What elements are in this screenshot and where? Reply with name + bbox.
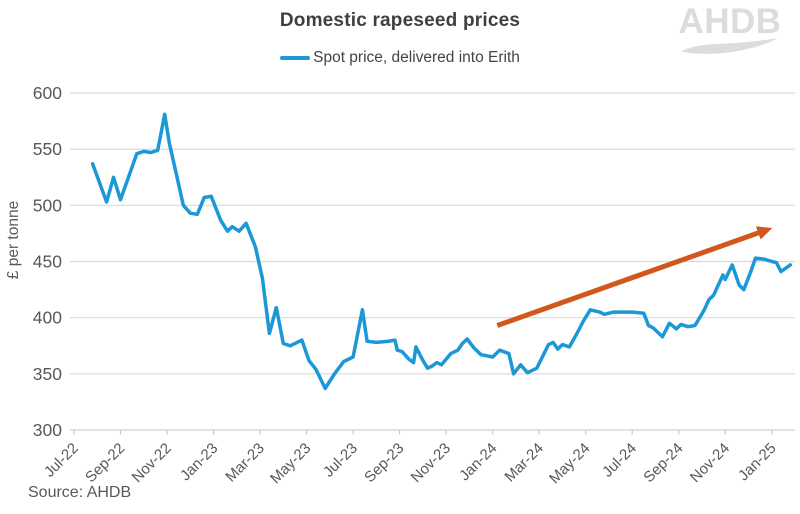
legend-label: Spot price, delivered into Erith (313, 49, 520, 66)
ahdb-logo-text: AHDB (678, 2, 782, 41)
y-tick-label: 300 (33, 420, 62, 440)
y-tick-label: 400 (33, 308, 62, 328)
y-tick-label: 600 (33, 83, 62, 103)
x-tick-label: Nov-23 (408, 440, 454, 486)
x-tick-label: Sep-22 (82, 440, 128, 486)
x-tick-label: Mar-23 (222, 440, 268, 486)
x-tick-label: Jul-22 (41, 440, 82, 481)
x-tick-label: May-23 (267, 440, 314, 487)
legend: Spot price, delivered into Erith (0, 49, 800, 67)
x-tick-label: Nov-22 (129, 440, 175, 486)
x-tick-label: Mar-24 (501, 440, 547, 486)
x-tick-label: Jan-24 (456, 440, 500, 484)
y-tick-label: 350 (33, 364, 62, 384)
y-tick-label: 450 (33, 252, 62, 272)
x-tick-label: Sep-23 (361, 440, 407, 486)
y-axis-title: £ per tonne (5, 201, 22, 279)
source-note: Source: AHDB (28, 484, 132, 501)
x-tick-label: May-24 (546, 440, 593, 487)
x-tick-label: Sep-24 (640, 440, 686, 486)
x-tick-label: Jan-25 (735, 440, 779, 484)
x-tick-label: Nov-24 (687, 440, 733, 486)
y-tick-label: 500 (33, 195, 62, 215)
legend-line-swatch (280, 55, 311, 61)
trend-arrow (496, 226, 773, 328)
x-tick-label: Jul-24 (599, 440, 640, 481)
x-tick-label: Jul-23 (320, 440, 361, 481)
y-tick-label: 550 (33, 139, 62, 159)
x-tick-label: Jan-23 (177, 440, 221, 484)
ahdb-logo: AHDB (676, 4, 784, 57)
ahdb-swoosh-icon (680, 37, 779, 54)
price-line (90, 112, 793, 391)
chart-title: Domestic rapeseed prices (279, 10, 521, 31)
